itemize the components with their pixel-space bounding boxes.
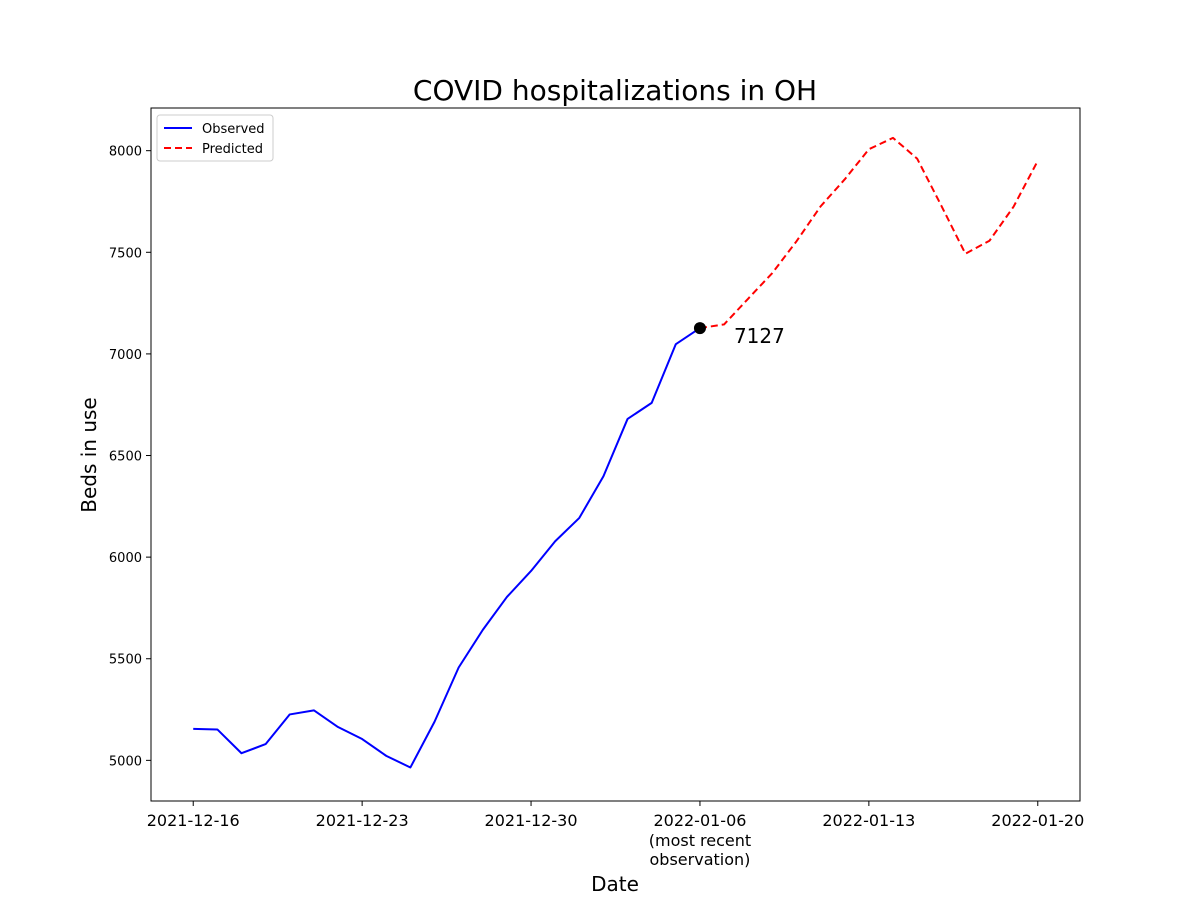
x-tick-label: 2022-01-20: [991, 811, 1084, 830]
x-tick-label: 2021-12-30: [485, 811, 578, 830]
x-tick-label: 2022-01-06: [653, 811, 746, 830]
y-tick-label: 7500: [109, 246, 142, 261]
y-tick-label: 6500: [109, 450, 142, 465]
x-tick-sublabel: observation): [650, 850, 751, 869]
series-line-observed: [193, 327, 701, 769]
legend-box: [156, 114, 274, 162]
legend-label-observed: Observed: [202, 122, 265, 137]
y-axis-label: Beds in use: [77, 397, 101, 513]
last-observation-label: 7127: [734, 324, 785, 348]
last-observation-marker: [693, 322, 706, 335]
series-line-predicted: [699, 136, 1039, 330]
y-tick-label: 7000: [109, 348, 142, 363]
x-tick-label: 2022-01-13: [822, 811, 915, 830]
x-tick-label: 2021-12-23: [316, 811, 409, 830]
plot-frame: [150, 107, 1081, 802]
y-tick-label: 8000: [109, 145, 142, 160]
x-tick-label: 2021-12-16: [147, 811, 240, 830]
y-tick-label: 6000: [109, 551, 142, 566]
legend-label-predicted: Predicted: [202, 142, 263, 157]
y-tick-label: 5500: [109, 653, 142, 668]
chart-title: COVID hospitalizations in OH: [413, 74, 817, 107]
y-tick-label: 5000: [109, 754, 142, 769]
x-tick-sublabel: (most recent: [649, 831, 751, 850]
x-axis-label: Date: [591, 872, 639, 896]
